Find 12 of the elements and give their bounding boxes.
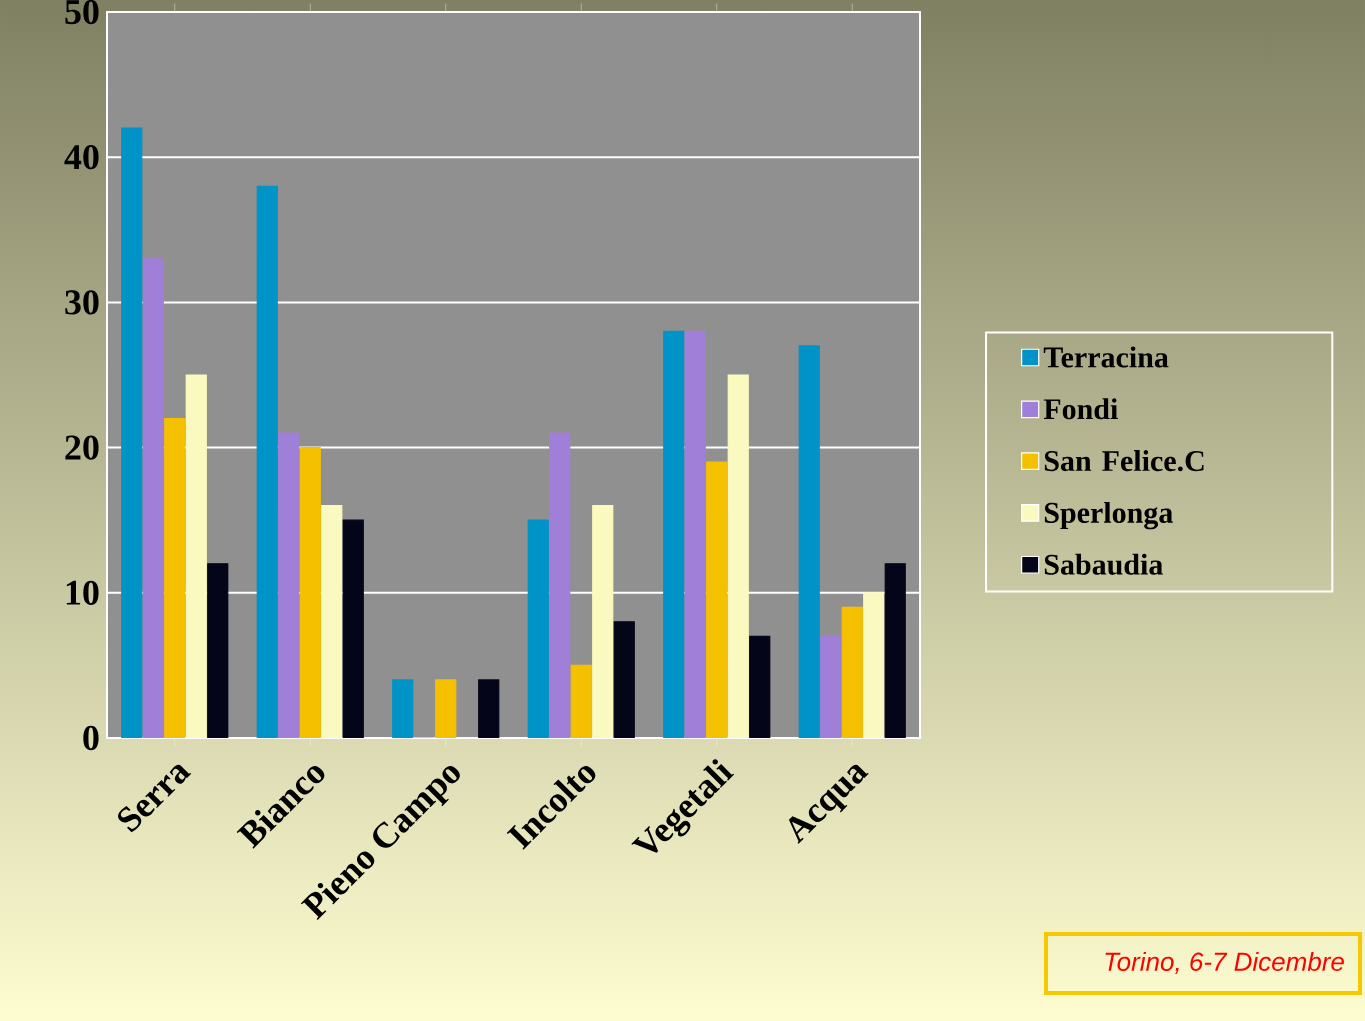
- y-tick-label: 30: [65, 290, 99, 315]
- text: Torino, 6-7 Dicembre: [1105, 951, 1344, 975]
- legend-label: Fondi: [1043, 398, 1118, 420]
- y-tick-label: 10: [66, 580, 99, 605]
- y-tick-label: 50: [65, 0, 99, 25]
- legend-label: Sperlonga: [1044, 501, 1173, 530]
- legend-label: Terracina: [1043, 346, 1169, 368]
- legend-label: Sabaudia: [1044, 553, 1163, 575]
- legend-label: San Felice.C: [1044, 450, 1204, 472]
- y-tick-label: 20: [65, 435, 99, 460]
- y-tick-label: 40: [64, 145, 99, 170]
- y-tick-label: 0: [83, 725, 99, 751]
